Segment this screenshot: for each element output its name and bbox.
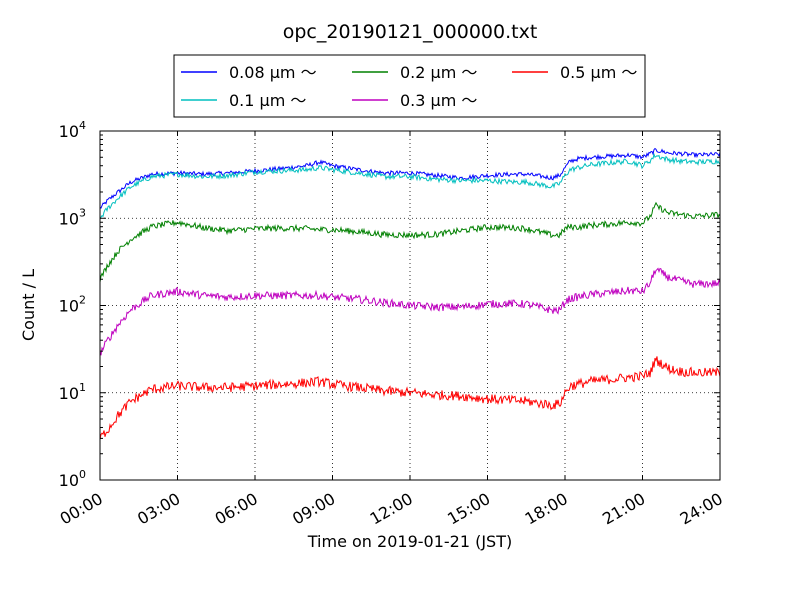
grid (100, 131, 720, 480)
legend-label: 0.5 μm ～ (560, 63, 637, 82)
legend-label: 0.1 μm ～ (229, 91, 306, 110)
x-axis-label: Time on 2019-01-21 (JST) (307, 532, 512, 551)
y-tick-exponent: 3 (79, 206, 86, 219)
series-line-0 (99, 147, 721, 209)
x-tick-label: 24:00 (677, 489, 726, 529)
series-line-2 (99, 201, 721, 283)
y-tick-label: 103 (59, 206, 86, 228)
series-line-1 (99, 152, 721, 218)
series-line-3 (99, 267, 721, 356)
x-tick-label: 03:00 (134, 489, 183, 529)
y-tick-exponent: 0 (79, 468, 86, 481)
y-axis-label: Count / L (19, 269, 38, 341)
x-tick-labels: 00:00 03:00 06:00 09:00 12:00 15:00 18:00 21:00… (57, 489, 726, 529)
y-tick-exponent: 4 (79, 119, 86, 132)
legend-label: 0.08 μm ～ (229, 63, 317, 82)
x-tick-label: 18:00 (522, 489, 571, 529)
x-tick-label: 06:00 (212, 489, 261, 529)
y-tick-label: 100 (59, 468, 86, 490)
legend-box (173, 54, 646, 118)
legend-label: 0.3 μm ～ (400, 91, 477, 110)
x-tick-label: 15:00 (444, 489, 493, 529)
series-line-4 (99, 356, 721, 440)
legend: 0.08 μm ～ 0.1 μm ～ 0.2 μm ～ 0.3 μm ～ 0.5 μm … (173, 54, 646, 118)
y-tick-label: 102 (59, 294, 86, 316)
x-tick-label: 12:00 (367, 489, 416, 529)
y-tick-exponent: 1 (79, 381, 86, 394)
y-tick-label: 104 (59, 119, 86, 141)
ticks (99, 130, 721, 481)
x-tick-label: 21:00 (599, 489, 648, 529)
x-tick-label: 00:00 (57, 489, 106, 529)
y-tick-exponent: 2 (79, 294, 86, 307)
chart-title: opc_20190121_000000.txt (283, 21, 538, 43)
x-tick-label: 09:00 (289, 489, 338, 529)
y-tick-label: 101 (59, 381, 86, 403)
series-layer (99, 147, 721, 440)
legend-label: 0.2 μm ～ (400, 63, 477, 82)
